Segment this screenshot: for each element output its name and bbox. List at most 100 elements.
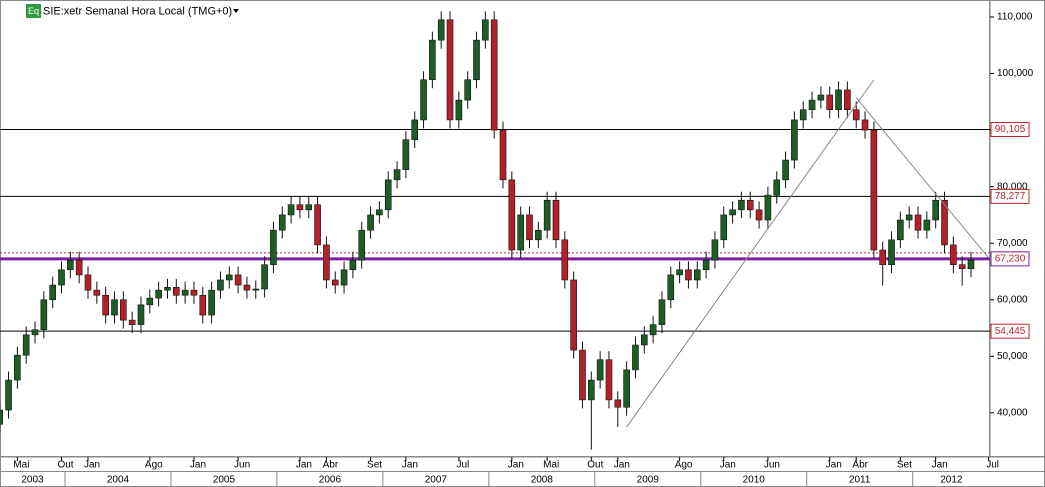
y-tick-label: 110,000 — [997, 12, 1033, 23]
x-tick-label: Set — [897, 460, 912, 471]
candle-body — [676, 269, 683, 276]
candle-body — [58, 269, 65, 286]
candle-body — [22, 334, 30, 356]
candle-body — [5, 379, 12, 411]
candle-body — [367, 214, 374, 231]
x-tick-label: Jan — [296, 460, 312, 471]
candle-body — [649, 324, 657, 336]
candle-body — [552, 199, 560, 241]
candle-body — [137, 304, 145, 325]
candle-body — [658, 299, 666, 325]
candle-body — [588, 379, 595, 401]
year-label: 2005 — [213, 475, 236, 486]
candle-body — [711, 239, 719, 261]
x-tick-label: Jan — [720, 460, 736, 471]
candle-body — [84, 274, 92, 291]
candle-body — [685, 269, 692, 281]
year-label: 2011 — [849, 475, 871, 486]
candle-body — [49, 284, 56, 301]
candle-body — [473, 39, 480, 81]
candle-body — [164, 287, 171, 291]
y-tick-label: 40,000 — [997, 408, 1028, 419]
candle-body — [490, 19, 498, 131]
candle-body — [914, 214, 922, 231]
candle-body — [632, 344, 639, 371]
candle-body — [402, 139, 410, 170]
y-tick-label: 100,000 — [997, 68, 1034, 79]
dropdown-arrow[interactable] — [233, 9, 239, 13]
candle-body — [314, 204, 321, 246]
candle-body — [782, 159, 789, 181]
candle-body — [75, 259, 83, 276]
level-label-box — [990, 251, 1030, 267]
candle-body — [791, 119, 798, 161]
candle-body — [905, 214, 913, 221]
candle-body — [376, 209, 383, 216]
candle-body — [155, 289, 162, 299]
candle-body — [128, 319, 136, 325]
candle-body — [261, 264, 268, 290]
candle-body — [596, 359, 604, 381]
candle-body — [870, 129, 878, 251]
candle-body — [482, 19, 489, 41]
x-tick-label: Jul — [986, 460, 999, 471]
candle-body — [729, 209, 736, 216]
candle-body — [14, 354, 21, 381]
candle-body — [826, 94, 834, 111]
level-label: 78,277 — [995, 191, 1026, 202]
year-label: 2004 — [107, 475, 130, 486]
trendline — [626, 79, 875, 428]
candle-body — [102, 294, 109, 316]
candle-body — [605, 359, 613, 401]
candle-body — [517, 214, 524, 251]
candle-body — [287, 204, 295, 216]
candle-body — [667, 274, 675, 301]
candle-body — [746, 199, 754, 211]
level-label-box — [990, 188, 1030, 204]
candle-body — [570, 279, 577, 351]
candle-body — [888, 239, 895, 265]
candle-body — [773, 179, 781, 196]
candle-body — [526, 214, 533, 241]
y-tick-label: 70,000 — [997, 238, 1028, 249]
candle-body — [349, 259, 357, 271]
candle-body — [702, 259, 710, 271]
level-label: 67,230 — [995, 254, 1026, 265]
candle-body — [817, 94, 825, 101]
candle-body — [455, 99, 463, 121]
candle-body — [755, 209, 763, 221]
candle-body — [897, 219, 904, 241]
level-label-box — [990, 323, 1030, 339]
candle-body — [764, 194, 772, 221]
chart-title[interactable]: SIE:xetr Semanal Hora Local (TMG+0) — [43, 5, 232, 17]
candle-body — [923, 219, 931, 231]
candle-body — [270, 229, 277, 265]
badge: Eq — [28, 6, 39, 16]
x-tick-label: Jan — [614, 460, 630, 471]
trendline — [855, 97, 990, 259]
x-tick-label: Jan — [508, 460, 524, 471]
candle-body — [305, 204, 313, 211]
candle-body — [278, 214, 286, 231]
candle-body — [861, 119, 869, 131]
x-tick-label: Ago — [145, 460, 163, 471]
candle-body — [429, 39, 436, 81]
candle-body — [879, 249, 887, 265]
candle-body — [499, 129, 507, 181]
candles — [0, 11, 975, 450]
y-tick-label: 60,000 — [997, 294, 1028, 305]
x-tick-label: Abr — [852, 460, 868, 471]
year-label: 2012 — [940, 475, 963, 486]
x-tick-label: Jun — [764, 460, 780, 471]
y-tick-label: 80,000 — [997, 181, 1028, 192]
candle-body — [561, 239, 569, 281]
candle-body — [693, 269, 701, 281]
candle-body — [199, 294, 207, 316]
x-tick-label: Out — [57, 460, 73, 471]
candle-body — [111, 299, 118, 316]
candle-body — [340, 269, 348, 286]
candle-body — [967, 259, 975, 269]
candle-body — [437, 19, 445, 41]
candle-body — [67, 259, 74, 271]
candle-body — [173, 287, 180, 296]
